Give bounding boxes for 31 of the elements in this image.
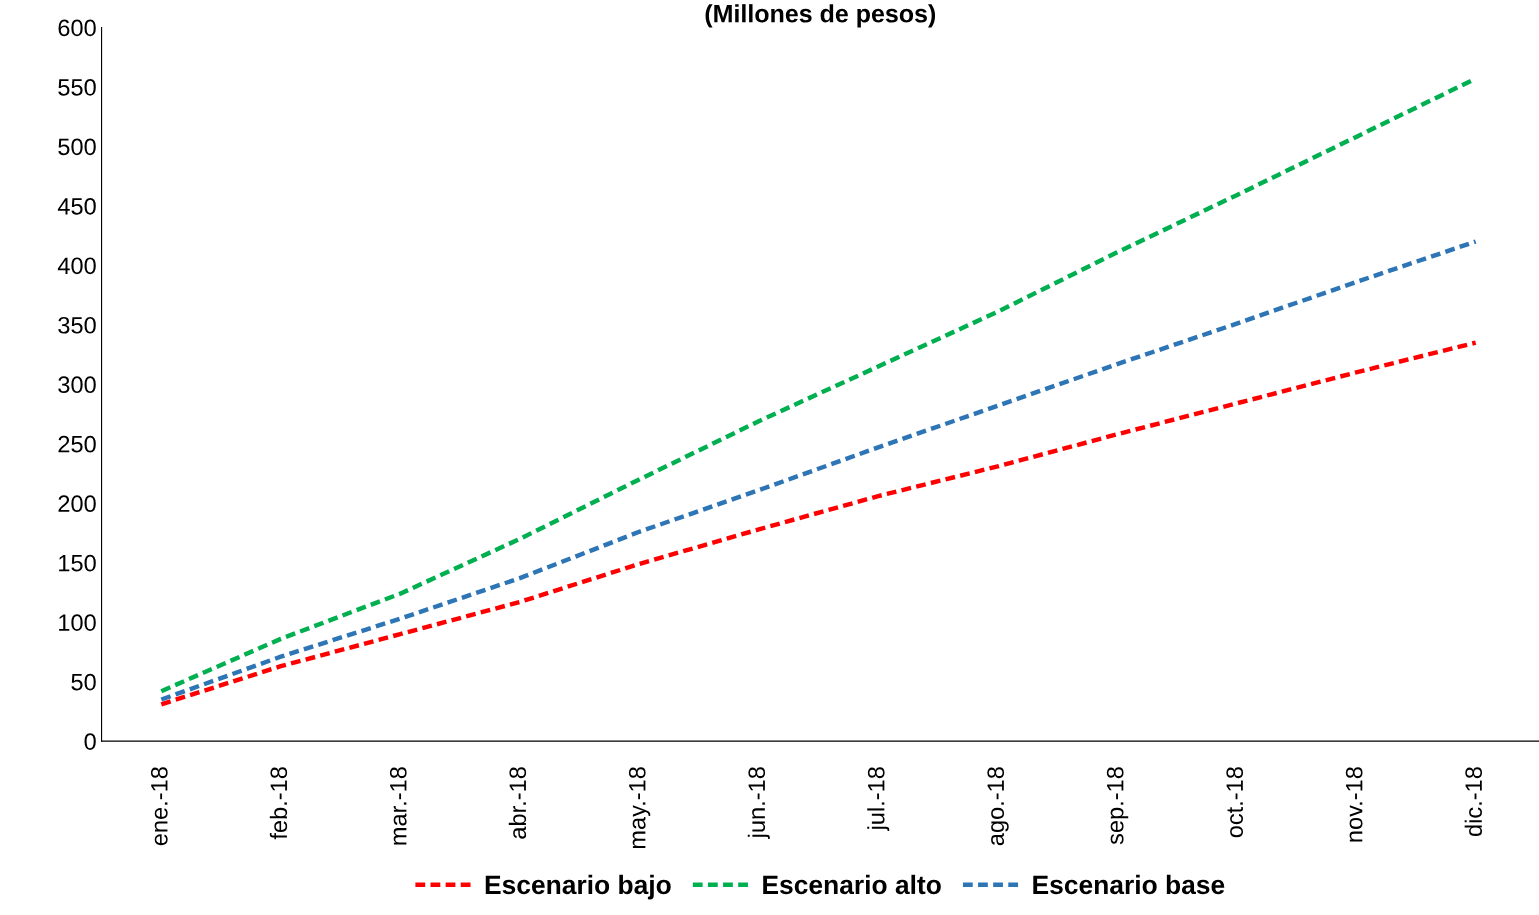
line-series bbox=[159, 239, 1478, 702]
y-tick-label: 250 bbox=[58, 435, 96, 453]
line-series bbox=[159, 340, 1478, 707]
x-tick-label: feb.-18 bbox=[269, 767, 288, 840]
y-tick-label: 500 bbox=[58, 138, 96, 156]
y-tick-label: 200 bbox=[58, 495, 96, 513]
x-tick-label: nov.-18 bbox=[1345, 767, 1363, 842]
x-tick-label: abr.-18 bbox=[508, 767, 527, 839]
y-tick-label: 600 bbox=[58, 19, 96, 37]
legend-label: Escenario base bbox=[1033, 874, 1225, 895]
x-tick-label: ago.-18 bbox=[987, 767, 1009, 846]
legend-label: Escenario bajo bbox=[485, 874, 671, 900]
x-tick-label: dic.-18 bbox=[1464, 767, 1483, 837]
x-tick-label: may.-18 bbox=[628, 767, 651, 849]
chart-title: (Millones de pesos) bbox=[705, 4, 936, 28]
y-tick-label: 550 bbox=[58, 78, 96, 96]
x-tick-label: jul.-18 bbox=[867, 767, 890, 832]
legend-label: Escenario alto bbox=[763, 874, 941, 895]
y-tick-label: 400 bbox=[57, 257, 96, 275]
x-tick-label: ene.-18 bbox=[150, 767, 168, 846]
y-tick-label: 100 bbox=[59, 614, 96, 631]
x-tick-label: sep.-18 bbox=[1106, 767, 1129, 845]
y-tick-label: 50 bbox=[71, 673, 96, 691]
y-tick-label: 300 bbox=[58, 376, 96, 394]
y-tick-label: 450 bbox=[57, 197, 96, 215]
y-tick-label: 350 bbox=[58, 316, 96, 334]
x-tick-label: oct.-18 bbox=[1226, 767, 1244, 838]
y-tick-label: 150 bbox=[59, 554, 96, 572]
y-tick-label: 0 bbox=[84, 733, 96, 750]
x-tick-label: jun.-18 bbox=[747, 767, 770, 839]
x-tick-label: mar.-18 bbox=[389, 767, 407, 845]
